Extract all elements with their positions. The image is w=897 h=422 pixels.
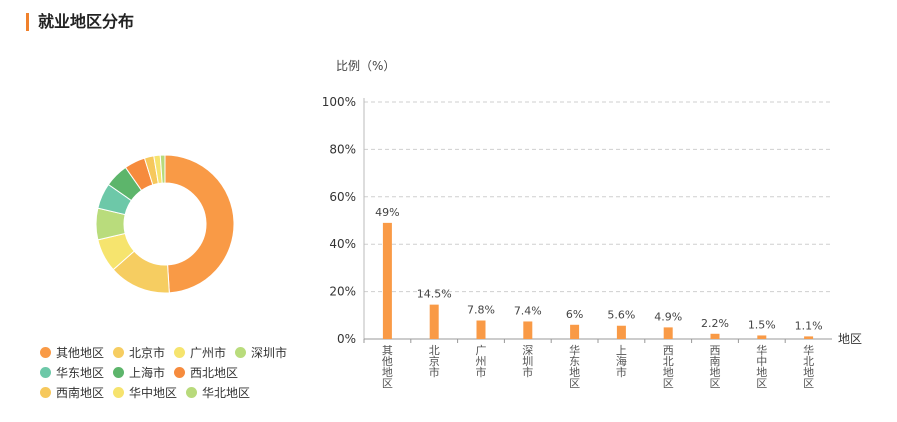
bar-value-label: 2.2% xyxy=(701,317,729,330)
legend-item[interactable]: 深圳市 xyxy=(235,344,287,361)
legend-swatch-icon xyxy=(235,346,247,358)
legend-label: 广州市 xyxy=(190,345,227,360)
x-tick-label: 深圳市 xyxy=(522,344,533,379)
section-title: 就业地区分布 xyxy=(38,12,135,31)
bar[interactable] xyxy=(429,304,439,339)
legend-label: 西北地区 xyxy=(190,365,239,380)
y-tick-label: 20% xyxy=(329,285,356,299)
x-tick-label: 广州市 xyxy=(476,344,487,379)
legend-label: 华北地区 xyxy=(202,385,251,400)
legend-item[interactable]: 西北地区 xyxy=(174,364,238,381)
y-tick-label: 100% xyxy=(322,95,356,109)
legend-item[interactable]: 西南地区 xyxy=(40,384,104,401)
bar-value-label: 1.5% xyxy=(748,318,776,331)
donut-legend: 其他地区 北京市 广州市 深圳市华东地区 上海市 西北地区西南地区 华中地区 华北地区 xyxy=(40,342,296,402)
donut-slice-0[interactable] xyxy=(164,154,235,294)
legend-item[interactable]: 上海市 xyxy=(113,364,165,381)
bar[interactable] xyxy=(570,324,580,339)
bar-value-label: 4.9% xyxy=(654,310,682,323)
legend-label: 深圳市 xyxy=(251,345,288,360)
x-tick-label: 华北地区 xyxy=(803,343,814,390)
legend-row: 其他地区 北京市 广州市 深圳市 xyxy=(40,342,296,362)
bar[interactable] xyxy=(804,336,814,339)
legend-swatch-icon xyxy=(113,366,125,378)
legend-swatch-icon xyxy=(174,346,186,358)
bar[interactable] xyxy=(663,327,673,339)
legend-label: 北京市 xyxy=(129,345,166,360)
legend-label: 其他地区 xyxy=(56,345,105,360)
bar[interactable] xyxy=(476,320,486,339)
x-tick-label: 华中地区 xyxy=(756,343,767,390)
bar-value-label: 1.1% xyxy=(795,319,823,332)
legend-item[interactable]: 华中地区 xyxy=(113,384,177,401)
y-tick-label: 0% xyxy=(337,332,356,346)
y-tick-label: 60% xyxy=(329,190,356,204)
bar[interactable] xyxy=(523,321,533,339)
bar[interactable] xyxy=(710,333,720,339)
bar-value-label: 49% xyxy=(375,206,399,219)
bar-value-label: 5.6% xyxy=(607,309,635,322)
legend-swatch-icon xyxy=(113,346,125,358)
legend-swatch-icon xyxy=(40,366,51,378)
bar-value-label: 6% xyxy=(566,308,583,321)
y-tick-label: 80% xyxy=(329,142,356,156)
x-tick-label: 其他地区 xyxy=(382,344,393,390)
x-tick-label: 上海市 xyxy=(616,344,627,379)
legend-swatch-icon xyxy=(40,386,51,398)
bar[interactable] xyxy=(616,325,626,339)
title-accent-bar xyxy=(26,13,29,31)
donut-slice-9[interactable] xyxy=(159,154,166,184)
legend-item[interactable]: 广州市 xyxy=(174,344,226,361)
legend-row: 华东地区 上海市 西北地区 xyxy=(40,362,296,382)
bar-value-label: 7.8% xyxy=(467,304,495,317)
legend-item[interactable]: 华北地区 xyxy=(186,384,250,401)
x-tick-label: 西南地区 xyxy=(710,344,721,390)
bar-value-label: 14.5% xyxy=(417,288,452,301)
legend-item[interactable]: 其他地区 xyxy=(40,344,104,361)
x-tick-label: 西北地区 xyxy=(663,344,674,390)
legend-row: 西南地区 华中地区 华北地区 xyxy=(40,382,296,402)
y-tick-label: 40% xyxy=(329,237,356,251)
legend-swatch-icon xyxy=(40,346,51,358)
legend-label: 华东地区 xyxy=(56,365,105,380)
legend-label: 华中地区 xyxy=(129,385,178,400)
legend-swatch-icon xyxy=(174,366,186,378)
legend-swatch-icon xyxy=(113,386,125,398)
x-tick-label: 华东地区 xyxy=(569,343,580,390)
legend-label: 上海市 xyxy=(129,365,166,380)
legend-label: 西南地区 xyxy=(56,385,105,400)
x-axis-title: 地区 xyxy=(838,332,862,346)
legend-item[interactable]: 华东地区 xyxy=(40,364,104,381)
bar[interactable] xyxy=(757,335,767,339)
bar[interactable] xyxy=(382,222,392,339)
x-tick-label: 北京市 xyxy=(429,344,440,379)
y-axis-title: 比例（%） xyxy=(336,59,395,73)
legend-swatch-icon xyxy=(186,386,198,398)
legend-item[interactable]: 北京市 xyxy=(113,344,165,361)
bar-value-label: 7.4% xyxy=(514,304,542,317)
